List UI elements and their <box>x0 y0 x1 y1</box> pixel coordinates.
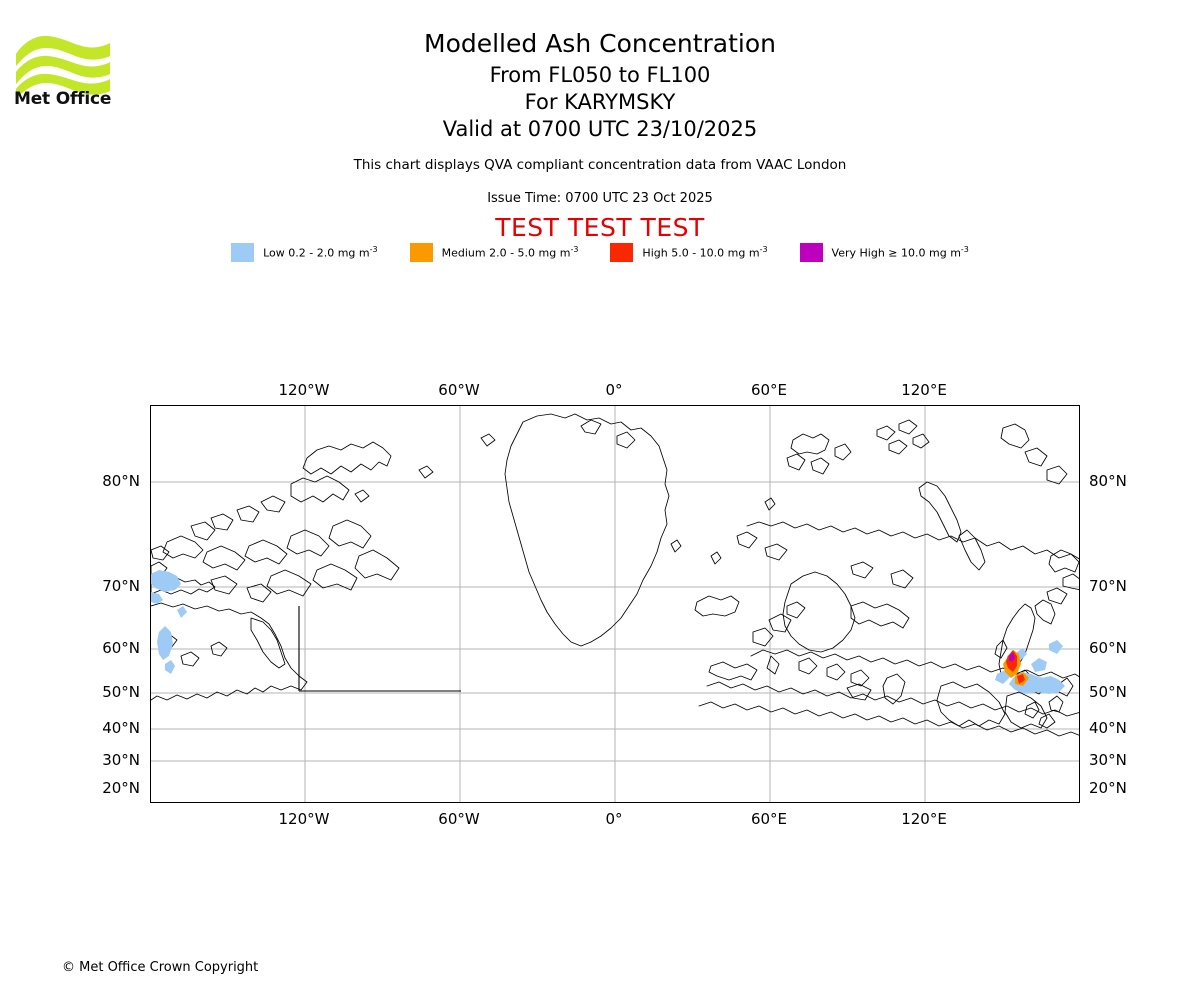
met-office-wordmark: Met Office <box>14 89 112 109</box>
legend-swatch-medium <box>409 243 433 262</box>
lat-tick-left-60n: 60°N <box>102 639 140 657</box>
lat-tick-right-30n: 30°N <box>1089 751 1127 769</box>
ash-area-very-high <box>1009 652 1015 662</box>
volcano-line: For KARYMSKY <box>524 90 676 114</box>
lon-tick-top-120w: 120°W <box>278 381 330 399</box>
lat-tick-left-20n: 20°N <box>102 779 140 797</box>
legend-item-medium: Medium 2.0 - 5.0 mg m-3 <box>409 243 579 262</box>
valid-time-line: Valid at 0700 UTC 23/10/2025 <box>442 117 758 141</box>
lat-tick-left-80n: 80°N <box>102 472 140 490</box>
legend-item-low: Low 0.2 - 2.0 mg m-3 <box>231 243 378 262</box>
logo-waves-icon <box>16 35 110 98</box>
lat-tick-right-80n: 80°N <box>1089 472 1127 490</box>
lat-tick-left-40n: 40°N <box>102 719 140 737</box>
lat-tick-left-50n: 50°N <box>102 683 140 701</box>
copyright-notice: © Met Office Crown Copyright <box>62 960 259 975</box>
lon-tick-bottom-0: 0° <box>605 810 623 828</box>
ash-concentration-map <box>150 405 1080 803</box>
ash-plume-wrap-around <box>151 570 187 674</box>
lat-tick-left-70n: 70°N <box>102 577 140 595</box>
lat-tick-right-60n: 60°N <box>1089 639 1127 657</box>
met-office-logo <box>14 26 114 116</box>
legend-label-low: Low 0.2 - 2.0 mg m-3 <box>263 245 378 260</box>
map-frame <box>150 405 1080 803</box>
flight-level-line: From FL050 to FL100 <box>489 63 711 87</box>
lon-tick-bottom-60e: 60°E <box>750 810 788 828</box>
lon-tick-bottom-120w: 120°W <box>278 810 330 828</box>
lon-tick-bottom-120e: 120°E <box>901 810 947 828</box>
lat-tick-left-30n: 30°N <box>102 751 140 769</box>
political-borders <box>298 606 461 692</box>
lon-tick-top-0: 0° <box>605 381 623 399</box>
ash-area-low-wrap <box>151 570 187 674</box>
ash-plume-kamchatka <box>995 640 1065 694</box>
legend-item-very-high: Very High ≥ 10.0 mg m-3 <box>799 243 969 262</box>
lat-tick-right-40n: 40°N <box>1089 719 1127 737</box>
lon-tick-bottom-60w: 60°W <box>438 810 480 828</box>
lon-tick-top-120e: 120°E <box>901 381 947 399</box>
legend-item-high: High 5.0 - 10.0 mg m-3 <box>610 243 768 262</box>
chart-note: This chart displays QVA compliant concen… <box>353 157 847 173</box>
map-canvas <box>151 406 1079 802</box>
test-banner: TEST TEST TEST <box>495 213 705 242</box>
lat-tick-right-50n: 50°N <box>1089 683 1127 701</box>
lon-tick-top-60w: 60°W <box>438 381 480 399</box>
lon-tick-top-60e: 60°E <box>750 381 788 399</box>
legend-label-high: High 5.0 - 10.0 mg m-3 <box>642 245 768 260</box>
legend-swatch-low <box>231 243 255 262</box>
legend-swatch-high <box>610 243 634 262</box>
lat-tick-right-20n: 20°N <box>1089 779 1127 797</box>
page-title: Modelled Ash Concentration <box>424 29 776 58</box>
graticule <box>151 406 1079 802</box>
concentration-legend: Low 0.2 - 2.0 mg m-3 Medium 2.0 - 5.0 mg… <box>0 243 1200 262</box>
legend-label-very-high: Very High ≥ 10.0 mg m-3 <box>831 245 969 260</box>
legend-swatch-very-high <box>799 243 823 262</box>
issue-time: Issue Time: 0700 UTC 23 Oct 2025 <box>487 191 713 206</box>
lat-tick-right-70n: 70°N <box>1089 577 1127 595</box>
legend-label-medium: Medium 2.0 - 5.0 mg m-3 <box>441 245 579 260</box>
